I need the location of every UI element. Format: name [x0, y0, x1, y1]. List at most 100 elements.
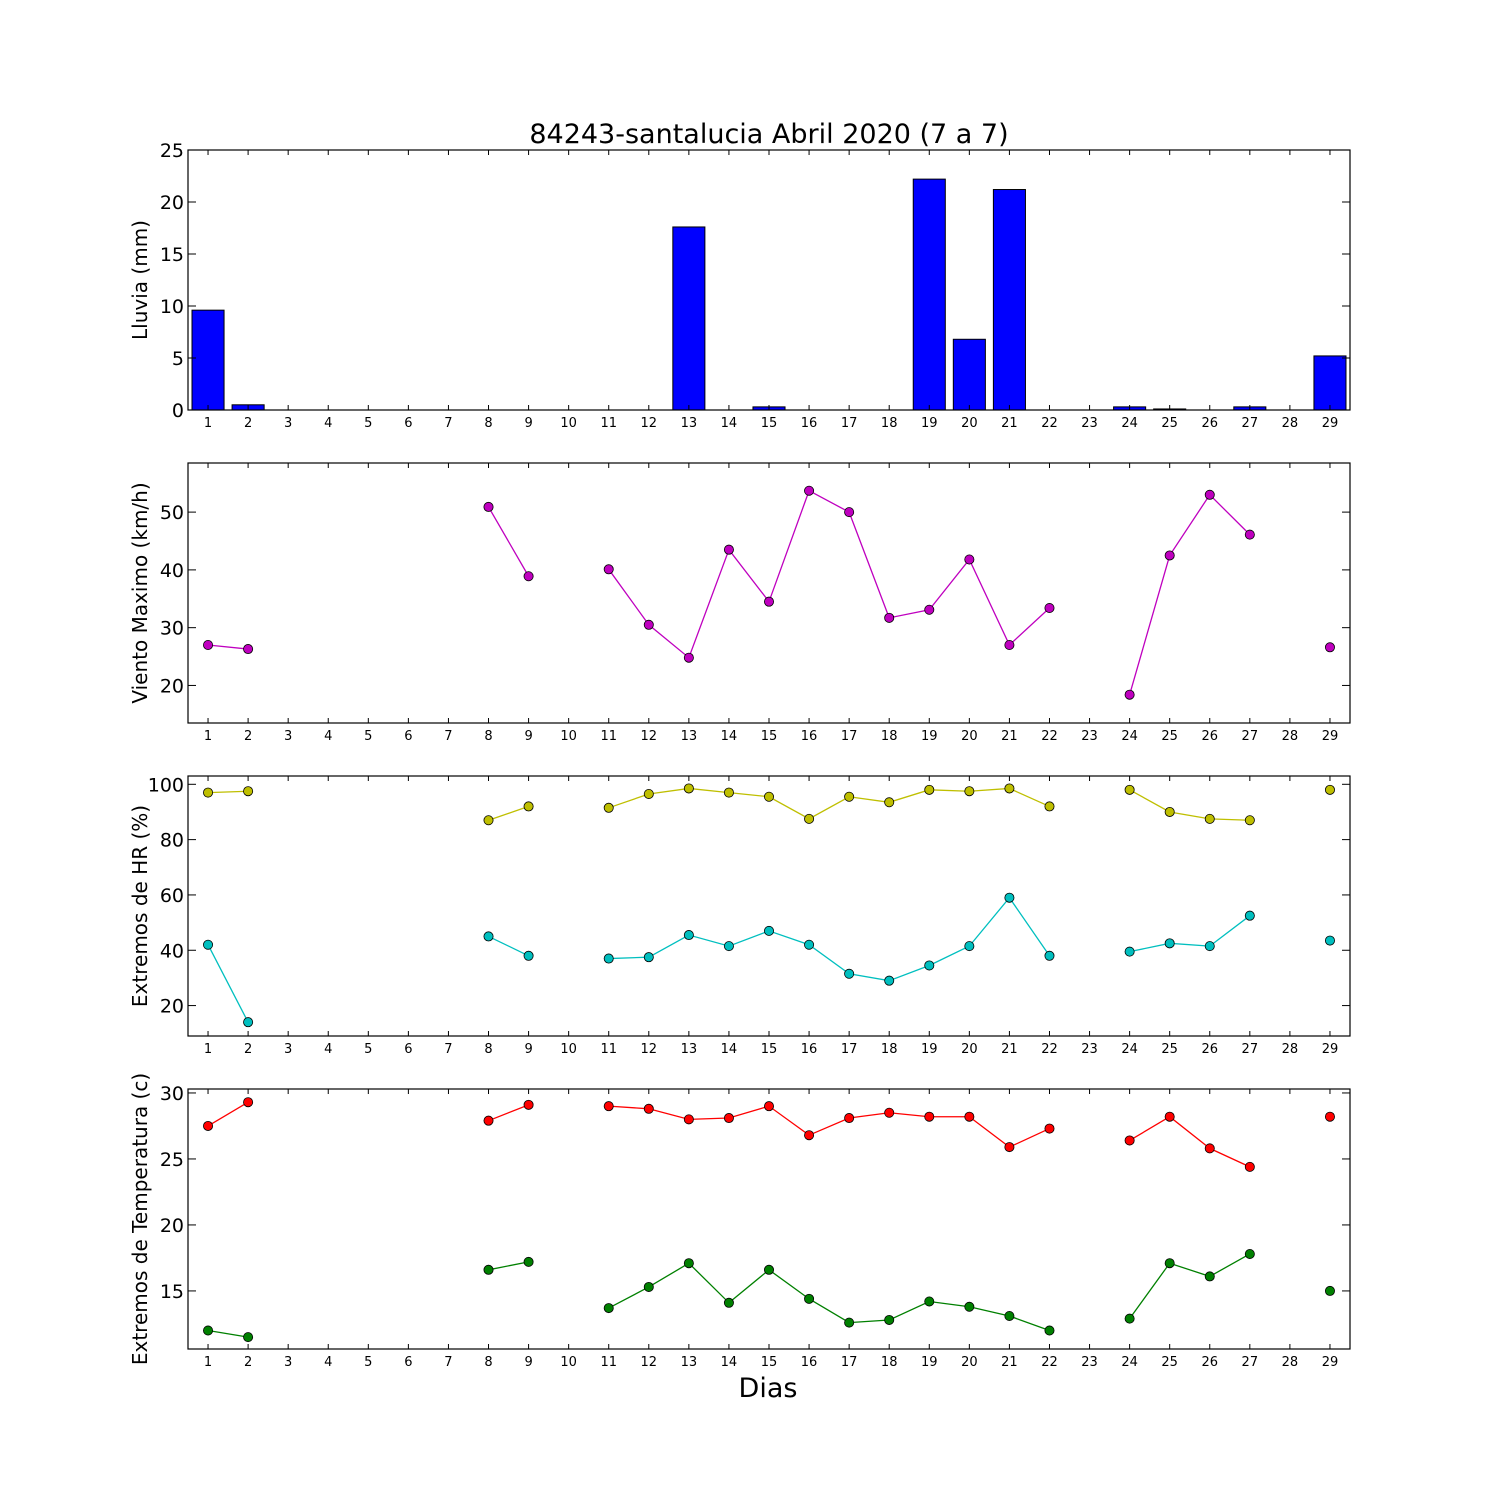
x-tick-label: 23	[1081, 1042, 1098, 1057]
panel-3: 1 2 3 4 5 6 7 8 9 10 11 12 13 14 15 16 17 18 19 20 21 22 23 24 2…	[128, 774, 1351, 1057]
data-point	[804, 1293, 815, 1304]
x-tick-label: 17	[841, 1042, 858, 1057]
series-line-1	[608, 787, 1050, 820]
data-point	[523, 1099, 534, 1110]
x-tick-label: 4	[324, 416, 332, 431]
data-point	[844, 791, 855, 802]
data-point	[924, 1111, 935, 1122]
data-point	[203, 1325, 214, 1336]
x-tick-label: 12	[641, 1042, 658, 1057]
data-point	[723, 1113, 734, 1124]
y-tick-label: 40	[160, 940, 184, 962]
data-point	[884, 612, 895, 623]
data-point	[884, 1107, 895, 1118]
x-tick-label: 16	[801, 1042, 818, 1057]
data-point	[643, 952, 654, 963]
data-point	[603, 953, 614, 964]
x-tick-label: 14	[721, 1355, 738, 1370]
data-point	[964, 554, 975, 565]
x-tick-label: 12	[641, 729, 658, 744]
data-point	[1324, 784, 1335, 795]
x-tick-label: 2	[244, 1042, 252, 1057]
x-tick-label: 21	[1001, 729, 1018, 744]
y-tick-label: 50	[160, 502, 184, 524]
series-line-1	[207, 644, 249, 650]
data-point	[1244, 1248, 1255, 1259]
data-point	[1244, 815, 1255, 826]
x-tick-label: 24	[1121, 416, 1138, 431]
data-point	[924, 604, 935, 615]
x-tick-label: 19	[921, 1355, 938, 1370]
y-tick-label: 30	[160, 1083, 184, 1105]
x-tick-label: 22	[1041, 1355, 1058, 1370]
x-tick-label: 17	[841, 416, 858, 431]
x-tick-label: 1	[204, 416, 212, 431]
data-point	[1164, 806, 1175, 817]
data-point	[1044, 1123, 1055, 1134]
data-point	[804, 1130, 815, 1141]
data-point	[603, 1101, 614, 1112]
x-tick-label: 3	[284, 416, 292, 431]
data-point	[1204, 1143, 1215, 1154]
x-tick-label: 26	[1201, 416, 1218, 431]
data-point	[964, 1301, 975, 1312]
data-point	[924, 960, 935, 971]
data-point	[1004, 892, 1015, 903]
y-axis-label: Extremos de HR (%)	[128, 805, 152, 1007]
data-point	[683, 652, 694, 663]
x-tick-label: 11	[600, 1042, 617, 1057]
data-point	[1124, 1313, 1135, 1324]
data-point	[1164, 1258, 1175, 1269]
x-tick-label: 26	[1201, 1355, 1218, 1370]
x-tick-label: 15	[761, 729, 778, 744]
panel-4: 1 2 3 4 5 6 7 8 9 10 11 12 13 14 15 16 17 18 19 20 21 22 23 24 2…	[128, 1073, 1351, 1370]
x-tick-label: 10	[560, 416, 577, 431]
x-tick-label: 26	[1201, 729, 1218, 744]
data-point	[884, 797, 895, 808]
bar-day-29	[1313, 355, 1347, 411]
data-point	[683, 930, 694, 941]
data-point	[523, 950, 534, 961]
x-tick-label: 17	[841, 729, 858, 744]
series-line-1	[488, 1104, 529, 1122]
x-tick-label: 5	[364, 1355, 372, 1370]
x-tick-label: 23	[1081, 1355, 1098, 1370]
x-tick-label: 1	[204, 1355, 212, 1370]
x-tick-label: 8	[484, 729, 492, 744]
x-tick-label: 20	[961, 1355, 978, 1370]
x-tick-label: 11	[600, 416, 617, 431]
panel-1: 1 2 3 4 5 6 7 8 9 10 11 12 13 14 15 16 17 18 19 20 21 22 23 24 2…	[128, 140, 1351, 431]
x-tick-label: 3	[284, 1355, 292, 1370]
x-tick-label: 23	[1081, 729, 1098, 744]
y-tick-label: 20	[160, 1215, 184, 1237]
data-point	[924, 1296, 935, 1307]
x-tick-label: 24	[1121, 729, 1138, 744]
series-line-1	[207, 1101, 249, 1127]
x-tick-label: 9	[524, 416, 532, 431]
bar-day-20	[952, 338, 986, 411]
x-tick-label: 20	[961, 416, 978, 431]
x-tick-label: 4	[324, 1355, 332, 1370]
y-axis-label: Lluvia (mm)	[128, 220, 152, 340]
x-tick-label: 9	[524, 729, 532, 744]
data-point	[964, 1111, 975, 1122]
x-tick-label: 10	[560, 1042, 577, 1057]
data-point	[764, 791, 775, 802]
x-tick-label: 8	[484, 416, 492, 431]
x-tick-label: 9	[524, 1355, 532, 1370]
data-point	[643, 619, 654, 630]
series-line-1	[1128, 493, 1251, 695]
data-point	[1044, 801, 1055, 812]
chart-title: 84243-santalucia Abril 2020 (7 a 7)	[529, 119, 1008, 150]
x-tick-label: 15	[761, 1355, 778, 1370]
x-tick-label: 20	[961, 1042, 978, 1057]
data-point	[603, 564, 614, 575]
data-point	[483, 1264, 494, 1275]
data-point	[683, 1258, 694, 1269]
x-tick-label: 6	[404, 1042, 412, 1057]
x-tick-label: 15	[761, 1042, 778, 1057]
x-tick-label: 12	[641, 416, 658, 431]
x-tick-label: 21	[1001, 416, 1018, 431]
y-axis-label: Extremos de Temperatura (c)	[128, 1073, 152, 1365]
